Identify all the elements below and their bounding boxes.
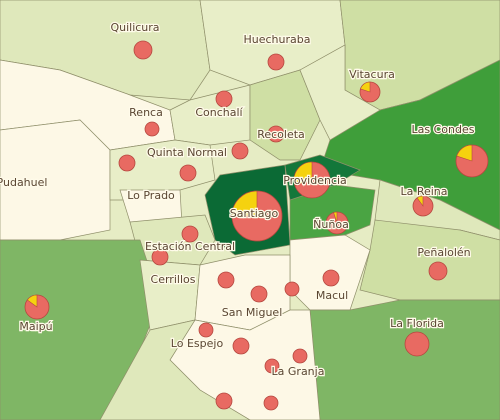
pie-base [133, 40, 153, 60]
commune-label: Maipú [19, 320, 52, 333]
pie-slice [293, 161, 313, 186]
commune-label: Huechuraba [244, 33, 311, 46]
commune-label: Peñalolén [417, 246, 470, 259]
commune-label: La Florida [390, 317, 444, 330]
commune-label: Cerrillos [151, 273, 196, 286]
commune-label: Macul [316, 289, 348, 302]
commune-label: Renca [129, 106, 163, 119]
pie-base [267, 53, 285, 71]
pie-base [264, 358, 280, 374]
pie-base [250, 285, 268, 303]
commune-label: Las Condes [412, 123, 475, 136]
pie-base [404, 331, 430, 357]
pie-base [267, 125, 285, 143]
commune-label: Lo Espejo [171, 337, 224, 350]
pie-slice [456, 144, 473, 162]
pie-base [181, 225, 199, 243]
pie-base [231, 142, 249, 160]
commune-label: Quinta Normal [147, 146, 227, 159]
pie-base [215, 392, 233, 410]
pie-base [217, 271, 235, 289]
commune-label: Conchalí [195, 106, 243, 119]
pie-base [232, 337, 250, 355]
pie-base [322, 269, 340, 287]
pie-base [144, 121, 160, 137]
commune-label: Ñuñoa [313, 218, 349, 231]
commune-label: Vitacura [349, 68, 395, 81]
commune-label: San Miguel [222, 306, 283, 319]
pie-slice [416, 195, 424, 207]
pie-base [215, 90, 233, 108]
pie-base [118, 154, 136, 172]
pie-slice [360, 81, 371, 93]
pie-base [263, 395, 279, 411]
commune-label: Recoleta [257, 128, 305, 141]
pie-base [179, 164, 197, 182]
pie-base [292, 348, 308, 364]
pie-slice [26, 294, 38, 308]
pie-base [428, 261, 448, 281]
commune-label: Quilicura [110, 21, 159, 34]
pie-base [198, 322, 214, 338]
commune-label: Estación Central [145, 240, 235, 253]
commune-label: Providencia [283, 174, 347, 187]
commune-label: La Reina [400, 185, 447, 198]
commune-label: Pudahuel [0, 176, 47, 189]
commune-label: La Granja [272, 365, 325, 378]
pie-slice [333, 211, 338, 224]
pie-base [284, 281, 300, 297]
commune-label: Lo Prado [127, 189, 175, 202]
commune-label: Santiago [230, 207, 279, 220]
pie-slice [231, 190, 258, 217]
pie-base [151, 248, 169, 266]
